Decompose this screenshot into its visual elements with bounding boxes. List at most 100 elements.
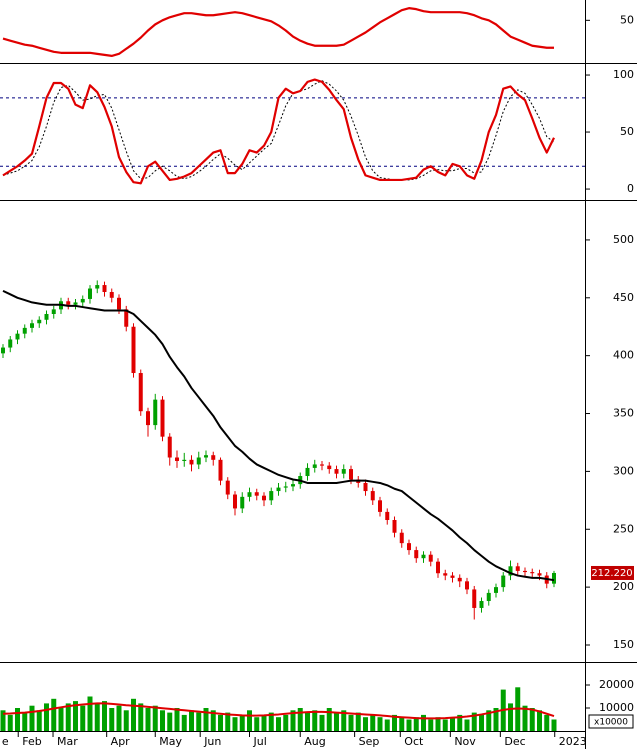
candle-body bbox=[414, 550, 419, 559]
volume-bar bbox=[370, 714, 376, 731]
volume-bar bbox=[363, 717, 368, 731]
volume-bar bbox=[29, 705, 35, 731]
candle-body bbox=[421, 554, 426, 559]
volume-bar bbox=[174, 708, 180, 731]
candle-body bbox=[334, 469, 339, 474]
volume-bar bbox=[479, 714, 484, 731]
candle-body bbox=[88, 288, 92, 299]
x-tick-label: Sep bbox=[359, 735, 380, 748]
line bbox=[2, 7, 554, 57]
volume-bar bbox=[384, 719, 390, 731]
candle-body bbox=[175, 457, 179, 461]
x-tick-label: Feb bbox=[22, 735, 41, 748]
volume-bar bbox=[435, 717, 441, 731]
volume-bar bbox=[551, 719, 557, 731]
candle-body bbox=[399, 532, 404, 544]
volume-bar bbox=[377, 717, 383, 731]
candle-body bbox=[211, 455, 216, 460]
candle-body bbox=[15, 333, 20, 340]
volume-bar bbox=[457, 714, 463, 731]
y-tick-label: 50 bbox=[620, 13, 634, 26]
x-tick-label: e bbox=[2, 735, 9, 748]
x-tick-label: May bbox=[159, 735, 182, 748]
candle-body bbox=[494, 587, 498, 593]
volume-bar bbox=[65, 703, 71, 731]
line bbox=[2, 78, 555, 185]
volume-bar bbox=[131, 698, 136, 731]
volume-bar bbox=[276, 717, 281, 731]
volume-bar bbox=[464, 719, 470, 731]
candle-body bbox=[160, 399, 165, 437]
y-tick-label: 450 bbox=[613, 291, 634, 304]
volume-bar bbox=[341, 710, 347, 731]
candle-body bbox=[327, 465, 332, 470]
candle-body bbox=[276, 487, 281, 492]
candle-body bbox=[305, 467, 310, 477]
candle-body bbox=[269, 491, 274, 501]
candle-body bbox=[153, 399, 158, 426]
candle-body bbox=[204, 455, 208, 458]
volume-bar bbox=[22, 712, 28, 731]
last-value-box bbox=[591, 565, 634, 580]
candle-body bbox=[167, 436, 172, 458]
volume-bar bbox=[428, 719, 434, 731]
volume-bar bbox=[334, 712, 339, 731]
volume-bar bbox=[160, 710, 165, 731]
candle-body bbox=[22, 327, 27, 334]
volume-bar bbox=[196, 712, 202, 731]
x-tick-label: 2023 bbox=[559, 735, 587, 748]
volume-bar bbox=[283, 714, 289, 731]
volume-bar bbox=[218, 714, 223, 731]
volume-bar bbox=[87, 696, 93, 731]
volume-bar bbox=[58, 708, 64, 731]
volume-bar bbox=[239, 714, 245, 731]
volume-bar bbox=[203, 708, 209, 731]
x-tick-label: Oct bbox=[404, 735, 424, 748]
volume-bar bbox=[326, 708, 332, 731]
y-tick-label: 400 bbox=[613, 349, 634, 362]
candle-body bbox=[472, 589, 477, 608]
x-tick-label: Dec bbox=[504, 735, 525, 748]
candle-body bbox=[283, 486, 288, 488]
candle-body bbox=[378, 500, 382, 512]
volume-bar bbox=[102, 701, 107, 731]
volume-bar bbox=[225, 712, 231, 731]
volume-bar bbox=[406, 719, 412, 731]
candle-body bbox=[37, 319, 42, 324]
x-tick-label: Jul bbox=[253, 735, 267, 748]
y-tick-label: 150 bbox=[613, 638, 634, 651]
candle-body bbox=[363, 482, 368, 492]
candle-body bbox=[262, 495, 266, 501]
candle-body bbox=[508, 566, 513, 576]
candle-body bbox=[436, 561, 440, 574]
volume-bar bbox=[537, 710, 542, 731]
candle-body bbox=[341, 469, 346, 474]
candle-body bbox=[196, 457, 201, 465]
volume-bar bbox=[413, 717, 419, 731]
candle-body bbox=[370, 491, 375, 501]
y-tick-label: 500 bbox=[613, 233, 634, 246]
volume-bar bbox=[319, 714, 325, 731]
volume-bar bbox=[152, 705, 158, 731]
candle-body bbox=[385, 511, 390, 520]
candle-body bbox=[189, 459, 194, 465]
candle-body bbox=[515, 566, 520, 571]
candle-body bbox=[443, 573, 448, 576]
candle-body bbox=[312, 464, 317, 468]
candle-body bbox=[291, 484, 295, 487]
y-tick-label: 0 bbox=[627, 182, 634, 195]
candle-body bbox=[523, 570, 527, 573]
volume-bar bbox=[73, 701, 78, 731]
candle-body bbox=[80, 298, 85, 303]
volume-bar bbox=[116, 705, 122, 731]
candle-body bbox=[530, 572, 535, 574]
candle-body bbox=[486, 592, 491, 602]
candle-body bbox=[465, 581, 469, 590]
volume-bar bbox=[51, 698, 57, 731]
x-tick-label: Nov bbox=[454, 735, 476, 748]
volume-bar bbox=[80, 705, 86, 731]
volume-bar bbox=[348, 714, 354, 731]
last-value-label: 212.220 bbox=[591, 568, 632, 579]
